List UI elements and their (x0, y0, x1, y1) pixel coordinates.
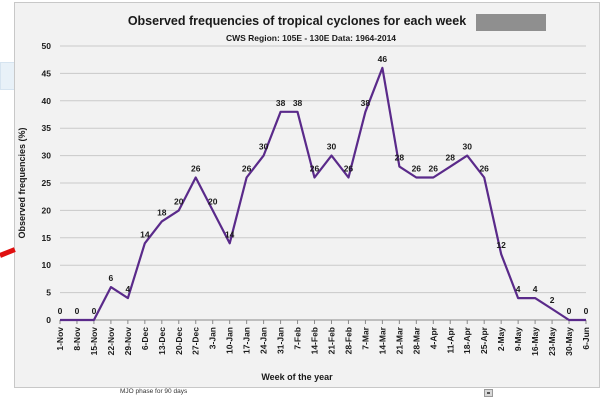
x-tick-label: 7-Feb (293, 327, 303, 350)
redacted-region (476, 14, 546, 31)
x-tick-label: 14-Feb (310, 327, 320, 354)
x-tick-label: 9-May (513, 327, 523, 351)
x-tick-label: 21-Mar (394, 326, 404, 354)
frequency-series-line (60, 66, 586, 322)
x-tick-label: 27-Dec (191, 327, 201, 355)
data-label: 26 (479, 164, 489, 174)
data-label: 0 (92, 306, 97, 316)
x-tick-label: 10-Jan (225, 327, 235, 354)
chart-subtitle: CWS Region: 105E - 130E Data: 1964-2014 (226, 33, 396, 43)
grid-layer (59, 45, 587, 324)
data-label: 30 (327, 142, 337, 152)
y-tick-label: 15 (42, 233, 52, 243)
data-label: 30 (259, 142, 269, 152)
footer-caption: MJO phase for 90 days (120, 388, 188, 395)
data-label: 20 (208, 196, 218, 206)
data-label: 18 (157, 207, 167, 217)
data-label: 6 (109, 273, 114, 283)
data-label: 2 (550, 295, 555, 305)
y-tick-label: 20 (42, 205, 52, 215)
x-tick-label: 23-May (547, 327, 557, 356)
data-label: 20 (174, 196, 184, 206)
y-tick-label: 35 (42, 123, 52, 133)
y-tick-label: 0 (46, 315, 51, 325)
x-tick-label: 24-Jan (259, 327, 269, 354)
x-tick-label: 20-Dec (174, 327, 184, 355)
data-label: 0 (567, 306, 572, 316)
data-label: 30 (462, 142, 472, 152)
x-tick-label: 11-Apr (445, 326, 455, 353)
y-tick-label: 30 (42, 151, 52, 161)
x-tick-labels: 1-Nov 8-Nov 15-Nov 22-Nov 29-Nov 6-Dec 13-Dec 2… (55, 326, 591, 356)
x-tick-label: 25-Apr (479, 326, 489, 354)
y-tick-labels: 0 5 10 15 20 25 30 35 40 45 50 (42, 41, 52, 325)
x-tick-label: 13-Dec (157, 327, 167, 355)
x-tick-label: 17-Jan (242, 327, 252, 354)
x-tick-label: 15-Nov (89, 327, 99, 356)
data-label: 12 (496, 240, 506, 250)
x-tick-label: 4-Apr (428, 326, 438, 349)
x-tick-label: 29-Nov (123, 327, 133, 356)
y-tick-label: 40 (42, 96, 52, 106)
chart-title: Observed frequencies of tropical cyclone… (128, 14, 466, 28)
x-tick-label: 31-Jan (276, 327, 286, 354)
data-label: 26 (242, 164, 252, 174)
data-label: 4 (533, 284, 538, 294)
data-label: 0 (75, 306, 80, 316)
x-tick-label: 8-Nov (72, 327, 82, 351)
data-label: 4 (126, 284, 131, 294)
x-tick-label: 14-Mar (377, 326, 387, 354)
x-tick-label: 6-Dec (140, 327, 150, 350)
data-label: 38 (276, 98, 286, 108)
x-tick-label: 21-Feb (326, 327, 336, 354)
x-tick-label: 22-Nov (106, 327, 116, 356)
data-label: 38 (361, 98, 371, 108)
data-label: 26 (412, 164, 422, 174)
x-tick-label: 1-Nov (55, 327, 65, 351)
x-tick-label: 3-Jan (208, 327, 218, 349)
x-tick-label: 18-Apr (462, 326, 472, 354)
data-label: 0 (58, 306, 63, 316)
y-tick-label: 10 (42, 260, 52, 270)
data-label: 14 (140, 229, 150, 239)
x-tick-label: 28-Mar (411, 326, 421, 354)
x-tick-label: 28-Feb (343, 327, 353, 354)
data-label: 26 (429, 164, 439, 174)
window-icon[interactable] (484, 389, 493, 397)
data-label: 38 (293, 98, 303, 108)
data-label: 14 (225, 229, 235, 239)
y-tick-label: 5 (46, 288, 51, 298)
x-tick-label: 2-May (496, 327, 506, 351)
data-label: 26 (310, 164, 320, 174)
data-label: 4 (516, 284, 521, 294)
x-axis-label: Week of the year (261, 372, 333, 382)
data-label: 0 (584, 306, 589, 316)
y-tick-label: 50 (42, 41, 52, 51)
data-label: 28 (395, 153, 405, 163)
x-tick-label: 6-Jun (581, 327, 591, 350)
chart-card (14, 2, 600, 388)
data-label: 28 (446, 153, 456, 163)
x-tick-label: 7-Mar (360, 326, 370, 349)
data-label: 46 (378, 54, 388, 64)
y-tick-label: 25 (42, 178, 52, 188)
data-label: 26 (344, 164, 354, 174)
y-tick-label: 45 (42, 68, 52, 78)
y-axis-label: Observed frequencies (%) (17, 127, 27, 238)
x-tick-label: 16-May (530, 327, 540, 356)
data-label: 26 (191, 164, 201, 174)
x-tick-label: 30-May (564, 327, 574, 356)
